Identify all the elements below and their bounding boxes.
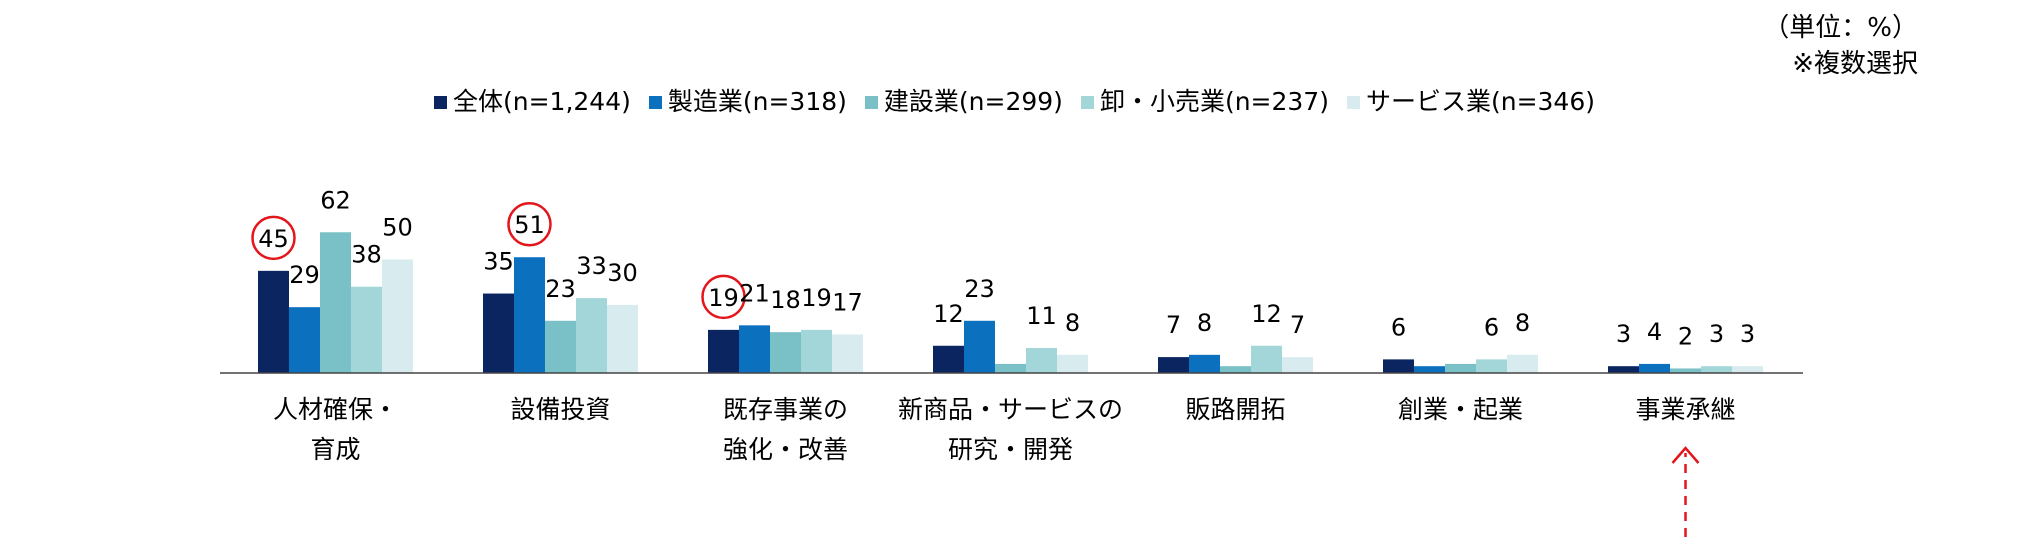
unit-note: （単位：%） ※複数選択	[1763, 10, 1918, 82]
legend-label-total: 全体(n=1,244)	[453, 87, 631, 116]
data-label-3-0: 12	[933, 300, 964, 328]
bar-2-1	[739, 325, 770, 373]
legend-label-retail: 卸・小売業(n=237)	[1099, 87, 1329, 116]
category-label-1: 設備投資	[510, 395, 610, 424]
legend-swatch-services	[1346, 95, 1360, 109]
bar-6-3	[1701, 366, 1732, 373]
legend-item-services: サービス業(n=346)	[1346, 86, 1595, 118]
bar-6-4	[1732, 366, 1763, 373]
data-label-0-4: 50	[382, 214, 413, 242]
data-label-1-2: 23	[545, 275, 576, 303]
unit-label: （単位：%）	[1763, 13, 1918, 43]
data-label-4-1: 8	[1197, 309, 1212, 337]
legend-label-services: サービス業(n=346)	[1365, 87, 1595, 116]
bar-0-1	[289, 307, 320, 373]
data-label-6-2: 2	[1678, 322, 1693, 350]
bar-5-2	[1445, 363, 1476, 373]
bar-2-2	[770, 332, 801, 373]
data-label-2-3: 19	[801, 284, 832, 312]
data-label-6-0: 3	[1616, 320, 1631, 348]
data-label-2-4: 17	[832, 288, 863, 316]
bar-1-1	[514, 257, 545, 373]
category-label-5: 創業・起業	[1398, 395, 1523, 424]
data-label-6-1: 4	[1647, 318, 1662, 346]
legend-swatch-total	[434, 95, 447, 109]
category-label-3: 新商品・サービスの研究・開発	[898, 395, 1123, 464]
data-label-1-0: 35	[483, 248, 514, 276]
legend-item-total: 全体(n=1,244)	[434, 86, 631, 118]
data-label-0-2: 62	[320, 186, 351, 214]
bar-4-4	[1282, 357, 1313, 373]
bar-2-3	[801, 329, 832, 373]
data-label-3-4: 8	[1065, 309, 1080, 337]
bar-1-4	[607, 304, 638, 373]
data-label-1-1: 51	[514, 211, 545, 239]
data-label-3-3: 11	[1026, 302, 1057, 330]
legend-swatch-retail	[1080, 95, 1094, 109]
data-label-3-1: 23	[964, 275, 995, 303]
data-label-2-1: 21	[739, 279, 770, 307]
selection-note: ※複数選択	[1792, 49, 1918, 79]
category-label-4: 販路開拓	[1185, 395, 1285, 424]
bar-6-1	[1639, 363, 1670, 373]
bar-3-0	[933, 345, 964, 373]
bar-1-0	[483, 293, 514, 373]
highlight-circle-1-1	[507, 201, 552, 247]
data-label-0-1: 29	[289, 261, 320, 289]
data-label-4-3: 12	[1251, 300, 1282, 328]
bar-0-0	[258, 270, 289, 373]
arrow-head	[1671, 446, 1700, 464]
bar-3-2	[995, 363, 1026, 373]
data-label-6-4: 3	[1740, 320, 1755, 348]
bar-0-4	[382, 259, 413, 373]
legend-swatch-manufacturing	[648, 95, 662, 109]
legend-swatch-construction	[864, 95, 878, 109]
legend-item-retail: 卸・小売業(n=237)	[1080, 86, 1329, 118]
data-label-2-2: 18	[770, 286, 801, 314]
bar-2-4	[832, 334, 863, 373]
bar-4-3	[1251, 345, 1282, 373]
bar-2-0	[708, 329, 739, 373]
bar-0-3	[351, 286, 382, 373]
bar-5-1	[1414, 366, 1445, 373]
data-label-1-3: 33	[576, 252, 607, 280]
data-label-5-4: 8	[1515, 309, 1530, 337]
highlight-circle-2-0	[701, 274, 746, 320]
legend: 全体(n=1,244) 製造業(n=318) 建設業(n=299) 卸・小売業(…	[434, 86, 1595, 118]
bar-3-3	[1026, 348, 1057, 373]
data-label-0-3: 38	[351, 241, 382, 269]
category-label-6: 事業承継	[1635, 395, 1735, 424]
data-label-5-3: 6	[1484, 313, 1499, 341]
data-label-6-3: 3	[1709, 320, 1724, 348]
legend-label-construction: 建設業(n=299)	[883, 87, 1063, 116]
bar-6-2	[1670, 368, 1701, 373]
bar-4-2	[1220, 366, 1251, 373]
category-label-0: 人材確保・育成	[273, 395, 398, 464]
bar-3-4	[1057, 354, 1088, 373]
legend-label-manufacturing: 製造業(n=318)	[667, 87, 847, 116]
bar-4-1	[1189, 354, 1220, 373]
data-label-4-4: 7	[1290, 311, 1305, 339]
data-label-1-4: 30	[607, 259, 638, 287]
data-label-0-0: 45	[258, 225, 289, 253]
highlight-circle-0-0	[251, 215, 296, 261]
bar-1-3	[576, 298, 607, 373]
bar-5-3	[1476, 359, 1507, 373]
legend-item-manufacturing: 製造業(n=318)	[648, 86, 847, 118]
data-label-4-0: 7	[1166, 311, 1181, 339]
bar-6-0	[1608, 366, 1639, 373]
bar-1-2	[545, 320, 576, 373]
category-label-2: 既存事業の強化・改善	[723, 395, 848, 464]
bar-3-1	[964, 320, 995, 373]
bar-4-0	[1158, 357, 1189, 373]
bar-0-2	[320, 232, 351, 373]
bar-5-4	[1507, 354, 1538, 373]
legend-item-construction: 建設業(n=299)	[864, 86, 1063, 118]
bar-5-0	[1383, 359, 1414, 373]
data-label-5-0: 6	[1391, 313, 1406, 341]
data-label-2-0: 19	[708, 284, 739, 312]
